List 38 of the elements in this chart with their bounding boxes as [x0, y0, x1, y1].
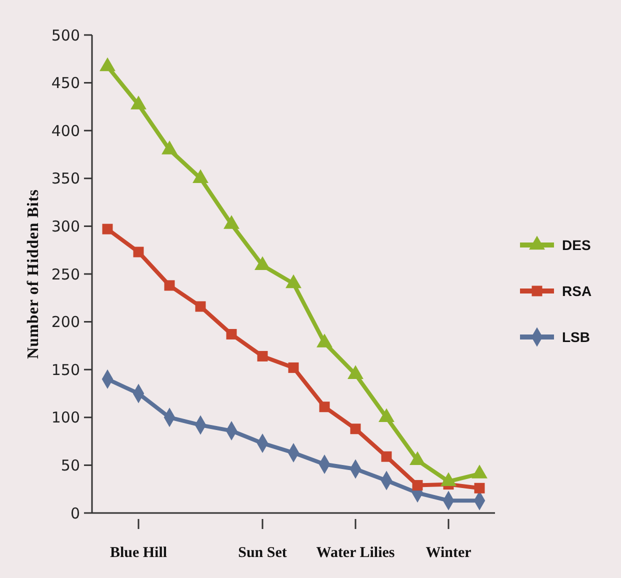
- point: [224, 215, 240, 229]
- point: [288, 362, 299, 373]
- point: [474, 482, 485, 494]
- point: [381, 451, 392, 462]
- y-tick-label: 350: [51, 170, 80, 188]
- legend-label: DES: [562, 236, 591, 253]
- y-axis-title: Number of Hidden Bits: [25, 189, 42, 359]
- point: [162, 140, 178, 154]
- y-tick-label: 400: [51, 122, 80, 140]
- point: [195, 301, 206, 312]
- x-tick-label: Blue Hill: [110, 545, 168, 561]
- point: [350, 424, 361, 434]
- point: [226, 328, 237, 340]
- point: [164, 280, 175, 291]
- x-tick-label: Winter: [426, 545, 472, 561]
- y-tick-label: 0: [70, 504, 80, 522]
- y-tick-label: 50: [60, 456, 80, 474]
- y-tick-label: 300: [51, 217, 80, 236]
- point: [133, 246, 144, 258]
- point: [100, 57, 116, 72]
- point: [319, 402, 330, 412]
- point: [192, 169, 208, 183]
- legend-label: RSA: [562, 282, 592, 299]
- point: [254, 256, 270, 270]
- point: [102, 224, 113, 234]
- x-tick-label: Water Lilies: [316, 545, 395, 561]
- y-tick-label: 500: [51, 26, 80, 44]
- y-tick-label: 250: [51, 265, 80, 284]
- legend-label: LSB: [562, 328, 590, 345]
- y-tick-label: 200: [51, 313, 80, 332]
- point: [286, 274, 302, 288]
- point: [412, 480, 423, 491]
- y-tick-label: 100: [51, 408, 80, 427]
- point: [257, 350, 268, 362]
- y-tick-label: 450: [51, 74, 80, 92]
- x-tick-label: Sun Set: [238, 545, 287, 561]
- point: [130, 96, 146, 110]
- y-tick-label: 150: [51, 360, 80, 379]
